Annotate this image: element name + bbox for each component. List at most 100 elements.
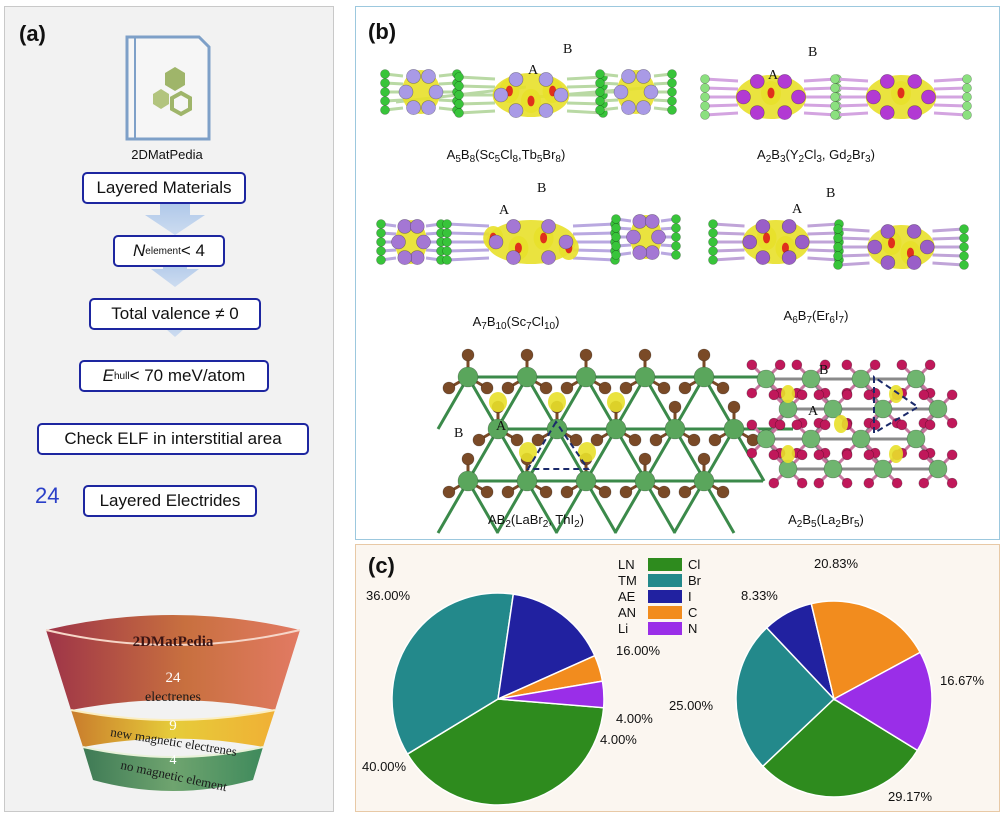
elf-isosurface	[889, 385, 903, 403]
funnel-top-label: 2DMatPedia	[133, 634, 214, 650]
halide-atom	[746, 387, 758, 399]
metal-atom	[801, 369, 821, 389]
bond	[834, 86, 869, 91]
caption-text: A	[757, 147, 766, 162]
halide-atom	[833, 233, 843, 243]
bond	[837, 227, 870, 233]
bond	[458, 84, 496, 89]
caption-subscript: 6	[792, 315, 798, 326]
bond	[572, 222, 616, 228]
bond	[584, 376, 618, 430]
halide-atom	[924, 359, 936, 371]
caption-text: A	[783, 308, 793, 323]
caption-subscript: 2	[798, 154, 805, 165]
step-total-valence: Total valence ≠ 0	[89, 298, 261, 330]
left-pie-label: 4.00%	[600, 732, 637, 747]
halide-atom	[531, 433, 545, 447]
metal-atom	[873, 399, 893, 419]
metal-atom	[873, 459, 893, 479]
halide-atom	[595, 78, 605, 88]
legend-swatch	[648, 622, 682, 635]
caption-text: )	[859, 512, 864, 527]
metal-atom	[626, 229, 641, 245]
halide-atom	[716, 381, 730, 395]
metal-atom	[643, 84, 659, 100]
bond	[458, 101, 496, 106]
right-pie-slice-c	[810, 600, 922, 701]
metal-atom	[755, 219, 771, 234]
bond	[643, 480, 677, 534]
halide-atom	[380, 69, 390, 79]
site-b-label: B	[454, 426, 463, 441]
caption-text: B	[771, 147, 780, 162]
bond	[807, 248, 840, 253]
halide-atom	[442, 255, 452, 265]
step-var: E	[102, 366, 114, 385]
caption-text: A	[446, 147, 456, 162]
caption-text: ,Tb	[518, 147, 537, 162]
halide-atom	[595, 105, 605, 115]
metal-atom	[791, 89, 806, 105]
caption-text: (Sc	[475, 147, 495, 162]
pie-charts	[391, 592, 933, 806]
halide-atom	[830, 110, 840, 120]
caption-text: AB	[488, 512, 506, 527]
caption-text: (Sc	[506, 314, 527, 329]
caption-subscript: 2	[574, 519, 580, 530]
halide-atom	[700, 83, 710, 93]
halide-atom	[863, 389, 875, 401]
legend-swatch	[648, 606, 682, 619]
metal-atom	[749, 105, 765, 120]
legend-swatch	[648, 574, 682, 587]
metal-atom	[777, 105, 793, 120]
halide-atom	[442, 381, 456, 395]
metal-atom	[605, 418, 627, 440]
metal-atom	[634, 366, 656, 388]
halide-atom	[380, 87, 390, 97]
halide-atom	[442, 485, 456, 499]
caption-subscript: 2	[505, 519, 511, 530]
halide-atom	[791, 359, 803, 371]
legend-entry: AN C	[618, 605, 697, 620]
bond	[712, 248, 745, 253]
metal-atom	[493, 87, 509, 103]
caption-subscript: 5	[853, 519, 860, 530]
right-pie-slice-br	[735, 626, 836, 768]
left-pie-label: 40.00%	[362, 759, 407, 774]
halide-atom	[619, 485, 633, 499]
halide-atom	[671, 250, 681, 260]
database-book-icon	[125, 35, 211, 141]
halide-atom	[830, 92, 840, 102]
step-sub: hull	[114, 370, 130, 382]
halide-atom	[708, 255, 718, 265]
metal-atom	[613, 84, 629, 100]
metal-atom	[919, 239, 935, 255]
metal-atom	[558, 234, 574, 250]
metal-atom	[742, 234, 758, 250]
left-pie-slice-br	[391, 592, 515, 756]
bond	[712, 231, 745, 236]
halide-atom	[746, 359, 758, 371]
halide-atom	[697, 452, 711, 466]
halide-atom	[962, 74, 972, 84]
caption-text: )	[579, 512, 584, 527]
halide-atom	[830, 74, 840, 84]
metal-atom	[928, 399, 948, 419]
halide-atom	[667, 78, 677, 88]
metal-atom	[723, 418, 745, 440]
bond	[933, 86, 968, 91]
metal-atom	[457, 366, 479, 388]
step-layered-electrides: Layered Electrides	[83, 485, 257, 517]
caption-text: (Y	[785, 147, 799, 162]
bond	[466, 376, 500, 430]
step-text: < 70 meV/atom	[129, 366, 246, 385]
left-pie-label: 4.00%	[616, 711, 653, 726]
halide-atom	[454, 90, 464, 100]
halide-atom	[595, 87, 605, 97]
caption-text: A	[788, 512, 797, 527]
metal-atom	[541, 219, 556, 234]
metal-atom	[621, 69, 636, 84]
